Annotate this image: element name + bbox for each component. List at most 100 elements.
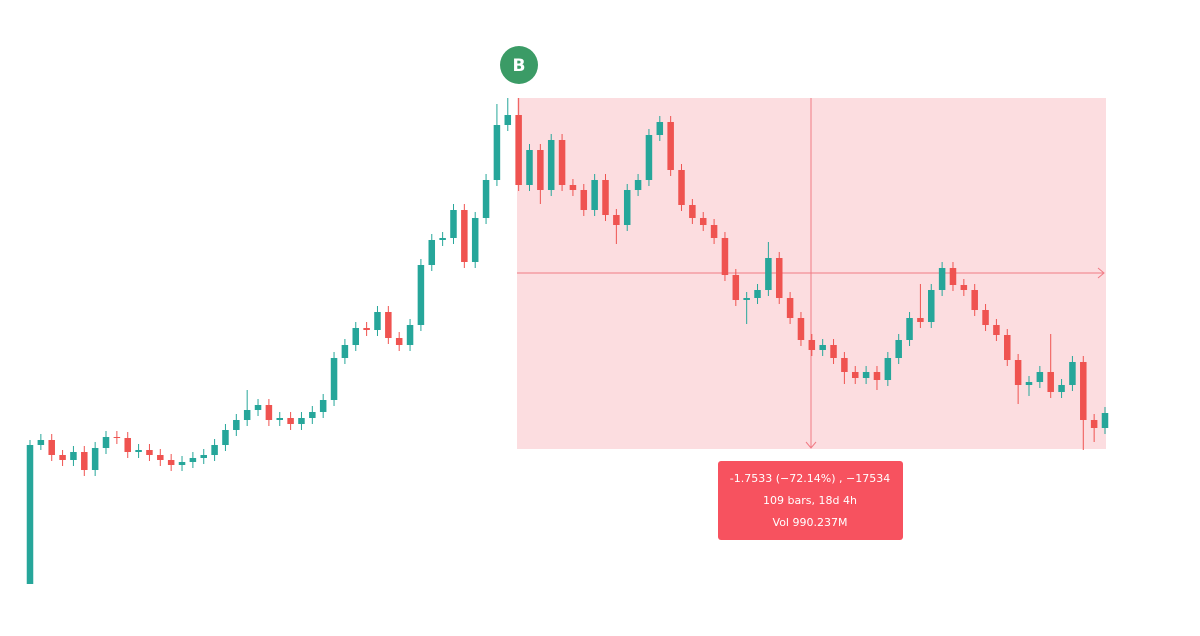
candle-body (754, 290, 761, 298)
candle-body (634, 180, 642, 190)
candle-body (645, 135, 653, 180)
candle-body (928, 290, 935, 322)
candle-body (265, 405, 273, 420)
candle-body (515, 115, 522, 185)
candle-body (656, 122, 664, 135)
candle-body (960, 285, 968, 290)
measure-change: -1.7533 (−72.14%) , −17534 (730, 472, 890, 485)
measure-v-arrow (805, 441, 817, 449)
candle-body (1036, 372, 1044, 382)
candle-body (526, 150, 533, 185)
candle-body (406, 325, 414, 345)
candle-body (26, 445, 34, 584)
candle-body (667, 122, 674, 170)
candle-body (851, 372, 859, 378)
candle-body (222, 430, 229, 445)
candle-body (537, 150, 544, 190)
candle-body (602, 180, 609, 215)
candle-body (743, 298, 750, 300)
candle-body (547, 140, 555, 190)
candle-body (504, 115, 512, 125)
candle-body (797, 318, 805, 340)
candle-body (1025, 382, 1033, 385)
candle-body (124, 438, 131, 452)
candle-body (982, 310, 989, 325)
candle-body (558, 140, 566, 185)
candle-body (1080, 362, 1087, 420)
candle-body (102, 437, 110, 448)
candle-body (319, 400, 327, 412)
candle-body (1004, 335, 1011, 360)
candle-body (37, 440, 45, 445)
candle-body (330, 358, 338, 400)
candle-body (971, 290, 978, 310)
candle-body (395, 338, 403, 345)
candle-body (113, 437, 121, 438)
candle-body (938, 268, 946, 290)
candle-body (428, 240, 436, 265)
candle-body (70, 452, 77, 460)
candle-body (808, 340, 816, 350)
candle-body (189, 458, 197, 462)
candle-body (775, 258, 783, 298)
candle-body (906, 318, 913, 340)
candle-body (341, 345, 349, 358)
candle-body (243, 410, 251, 420)
candle-body (385, 312, 392, 338)
candle-body (841, 358, 848, 372)
candle-body (699, 218, 707, 225)
candle-body (135, 450, 142, 452)
candle-body (1014, 360, 1022, 385)
candle-body (493, 125, 501, 180)
candle-body (439, 238, 446, 240)
marker-badge[interactable] (500, 46, 538, 84)
candle-body (276, 418, 284, 420)
candle-body (482, 180, 490, 218)
crosshair (517, 98, 1105, 449)
candle-body (1058, 385, 1065, 392)
candle-body (873, 372, 881, 380)
measure-label-box (718, 461, 903, 540)
candle-body (623, 190, 631, 225)
candle-body (309, 412, 316, 418)
marker-label: B (513, 56, 526, 76)
candle-body (710, 225, 718, 238)
candle-body (895, 340, 902, 358)
candle-body (48, 440, 55, 455)
candle-body (613, 215, 620, 225)
candle-body (765, 258, 772, 290)
candle-body (862, 372, 870, 378)
candle-body (884, 358, 892, 380)
measure-volume: Vol 990.237M (773, 516, 848, 529)
candles (26, 98, 1109, 584)
candle-body (211, 445, 218, 455)
candle-body (287, 418, 294, 424)
measure-h-arrow (1097, 267, 1105, 279)
candle-body (254, 405, 262, 410)
candle-body (678, 170, 685, 205)
candle-body (1101, 413, 1109, 428)
candle-body (178, 462, 186, 465)
measure-bars: 109 bars, 18d 4h (763, 494, 857, 507)
candle-body (580, 190, 588, 210)
candle-body (786, 298, 794, 318)
candle-body (352, 328, 360, 345)
candle-body (830, 345, 837, 358)
candle-body (591, 180, 598, 210)
candle-body (993, 325, 1000, 335)
candle-body (569, 185, 577, 190)
candle-body (167, 460, 175, 465)
candle-body (233, 420, 240, 430)
candle-body (59, 455, 66, 460)
candle-body (732, 275, 740, 300)
candle-body (363, 328, 370, 330)
candle-body (917, 318, 924, 322)
candle-body (1069, 362, 1076, 385)
candle-body (91, 448, 99, 470)
candle-body (146, 450, 153, 455)
candle-body (819, 345, 826, 350)
candle-body (157, 455, 164, 460)
candle-body (1047, 372, 1054, 392)
